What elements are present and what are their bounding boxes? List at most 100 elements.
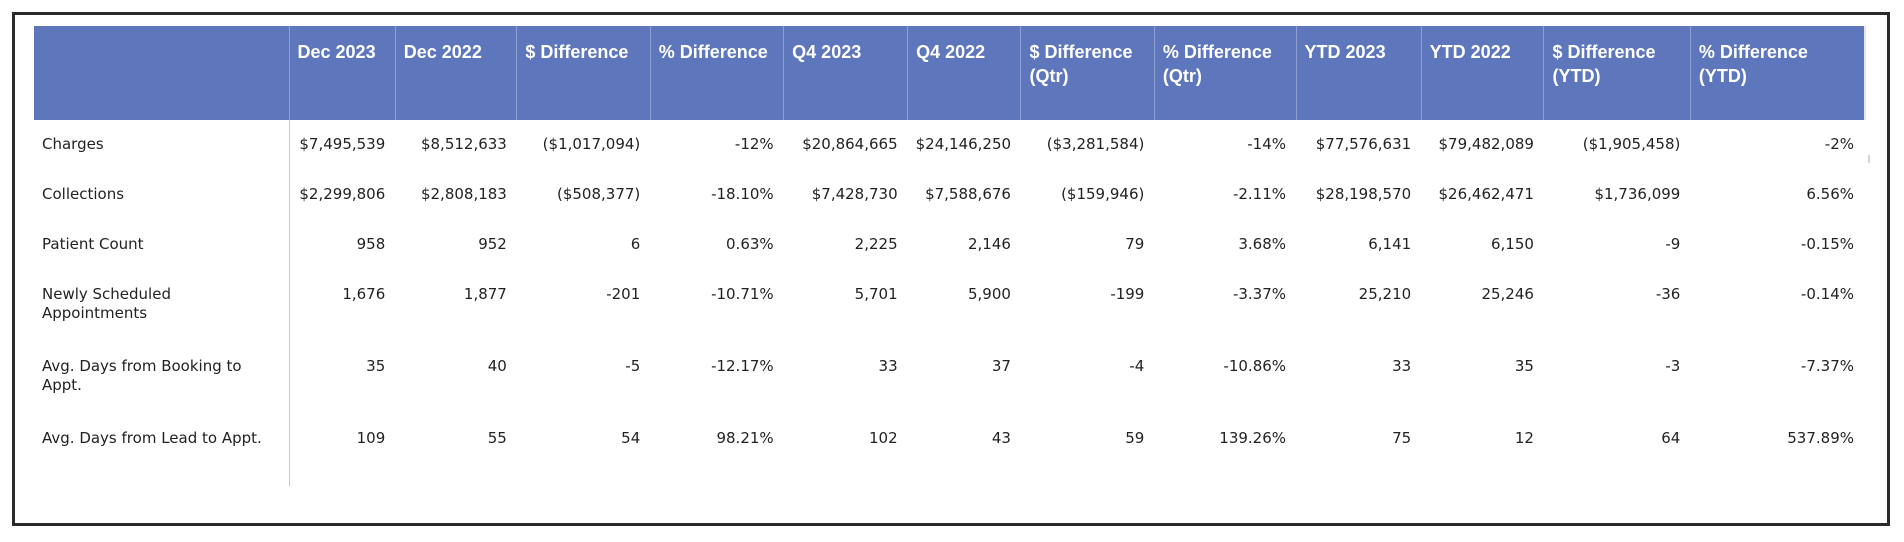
table-row: Patient Count 958 952 6 0.63% 2,225 2,14… — [34, 220, 1864, 270]
table-cell: ($159,946) — [1061, 185, 1145, 203]
table-row: Avg. Days from Lead to Appt. 109 55 54 9… — [34, 414, 1864, 486]
table-cell: $2,299,806 — [299, 185, 386, 203]
table-cell: 40 — [487, 357, 507, 375]
table-cell: -199 — [1110, 285, 1145, 303]
table-row: Charges $7,495,539 $8,512,633 ($1,017,09… — [34, 120, 1864, 170]
row-label-charges: Charges — [34, 120, 290, 170]
table-cell: 98.21% — [716, 429, 774, 447]
table-cell: -9 — [1665, 235, 1681, 253]
table-cell: -12.17% — [711, 357, 774, 375]
table-cell: 0.63% — [726, 235, 774, 253]
table-cell: 102 — [868, 429, 898, 447]
table-cell: -4 — [1129, 357, 1145, 375]
table-cell: 3.68% — [1238, 235, 1287, 253]
table-cell: -0.14% — [1800, 285, 1854, 303]
table-right-edge — [1864, 26, 1866, 120]
table-cell: 5,900 — [968, 285, 1011, 303]
table-cell: $24,146,250 — [915, 135, 1012, 153]
table-cell: -14% — [1247, 135, 1287, 153]
table-cell: 75 — [1392, 429, 1412, 447]
table-cell: ($1,017,094) — [542, 135, 641, 153]
table-cell: -3.37% — [1232, 285, 1287, 303]
table-cell: 6,150 — [1491, 235, 1534, 253]
column-header-ytd-2022[interactable]: YTD 2022 — [1421, 26, 1545, 120]
table-cell: ($1,905,458) — [1582, 135, 1681, 153]
table-cell: 59 — [1125, 429, 1145, 447]
table-cell: 33 — [878, 357, 898, 375]
table-cell: 958 — [356, 235, 386, 253]
table-header-row: Dec 2023 Dec 2022 $ Difference % Differe… — [34, 26, 1864, 120]
table-cell: -5 — [625, 357, 641, 375]
table-cell: $2,808,183 — [420, 185, 507, 203]
table-cell: -0.15% — [1800, 235, 1854, 253]
column-header-dollar-difference[interactable]: $ Difference — [516, 26, 651, 120]
table-cell: 64 — [1661, 429, 1681, 447]
table-cell: -10.71% — [711, 285, 774, 303]
table-cell: -7.37% — [1800, 357, 1854, 375]
table-row: Avg. Days from Booking to Appt. 35 40 -5… — [34, 342, 1864, 414]
table-cell: 35 — [1514, 357, 1534, 375]
table-cell: -36 — [1655, 285, 1681, 303]
column-header-dec-2023[interactable]: Dec 2023 — [289, 26, 396, 120]
table-cell: 537.89% — [1787, 429, 1854, 447]
table-cell: $7,495,539 — [299, 135, 386, 153]
table-cell: 12 — [1514, 429, 1534, 447]
row-label-newly-scheduled-appointments: Newly Scheduled Appointments — [34, 270, 290, 342]
table-cell: $7,428,730 — [811, 185, 898, 203]
table-cell: 54 — [621, 429, 641, 447]
table-cell: 139.26% — [1219, 429, 1287, 447]
row-label-collections: Collections — [34, 170, 290, 220]
table-cell: 25,246 — [1481, 285, 1534, 303]
table-cell: 79 — [1125, 235, 1145, 253]
table-cell: 6.56% — [1806, 185, 1854, 203]
table-cell: 35 — [366, 357, 386, 375]
column-header-percent-difference-qtr[interactable]: % Difference (Qtr) — [1154, 26, 1297, 120]
column-header-q4-2022[interactable]: Q4 2022 — [907, 26, 1022, 120]
column-header-percent-difference-ytd[interactable]: % Difference (YTD) — [1690, 26, 1864, 120]
table-row: Newly Scheduled Appointments 1,676 1,877… — [34, 270, 1864, 342]
row-label-patient-count: Patient Count — [34, 220, 290, 270]
table-cell: 5,701 — [854, 285, 898, 303]
table-row: Collections $2,299,806 $2,808,183 ($508,… — [34, 170, 1864, 220]
table-cell: 952 — [478, 235, 507, 253]
table-cell: 33 — [1392, 357, 1412, 375]
row-label-avg-days-lead-to-appt: Avg. Days from Lead to Appt. — [34, 414, 290, 486]
table-cell: -3 — [1665, 357, 1681, 375]
scrollbar-tick[interactable] — [1868, 155, 1870, 163]
row-label-avg-days-booking-to-appt: Avg. Days from Booking to Appt. — [34, 342, 290, 414]
table-cell: $79,482,089 — [1438, 135, 1534, 153]
table-cell: 37 — [991, 357, 1011, 375]
table-cell: $8,512,633 — [420, 135, 507, 153]
table-cell: 55 — [487, 429, 507, 447]
table-cell: ($3,281,584) — [1046, 135, 1145, 153]
table-cell: 43 — [991, 429, 1011, 447]
comparison-table: Dec 2023 Dec 2022 $ Difference % Differe… — [34, 26, 1864, 486]
table-cell: $26,462,471 — [1438, 185, 1534, 203]
table-cell: -2% — [1824, 135, 1854, 153]
table-cell: 1,676 — [342, 285, 386, 303]
table-cell: $20,864,665 — [802, 135, 898, 153]
table-cell: $77,576,631 — [1315, 135, 1412, 153]
table-cell: $28,198,570 — [1315, 185, 1412, 203]
column-header-q4-2023[interactable]: Q4 2023 — [783, 26, 909, 120]
table-cell: -201 — [606, 285, 641, 303]
table-cell: $7,588,676 — [925, 185, 1011, 203]
table-cell: $1,736,099 — [1594, 185, 1681, 203]
column-header-percent-difference[interactable]: % Difference — [650, 26, 785, 120]
table-cell: 25,210 — [1358, 285, 1412, 303]
table-cell: 1,877 — [463, 285, 507, 303]
table-cell: 2,146 — [968, 235, 1011, 253]
table-cell: ($508,377) — [556, 185, 641, 203]
column-header-dollar-difference-ytd[interactable]: $ Difference (YTD) — [1543, 26, 1691, 120]
column-header-dollar-difference-qtr[interactable]: $ Difference (Qtr) — [1020, 26, 1155, 120]
table-cell: -10.86% — [1223, 357, 1287, 375]
column-header-blank[interactable] — [34, 26, 290, 120]
table-cell: 6,141 — [1368, 235, 1412, 253]
column-header-dec-2022[interactable]: Dec 2022 — [395, 26, 518, 120]
table-cell: -2.11% — [1232, 185, 1287, 203]
column-header-ytd-2023[interactable]: YTD 2023 — [1296, 26, 1422, 120]
table-cell: -18.10% — [711, 185, 774, 203]
table-cell: 2,225 — [854, 235, 898, 253]
comparison-table-container: Dec 2023 Dec 2022 $ Difference % Differe… — [34, 26, 1864, 496]
table-cell: 109 — [356, 429, 386, 447]
